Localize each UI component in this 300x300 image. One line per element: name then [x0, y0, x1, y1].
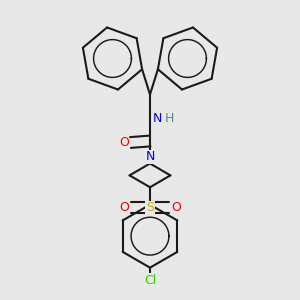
Text: O: O	[119, 201, 129, 214]
Text: H: H	[165, 112, 174, 125]
Text: N: N	[153, 112, 162, 125]
Text: S: S	[146, 201, 154, 214]
Text: N: N	[145, 150, 155, 164]
Text: Cl: Cl	[144, 274, 156, 287]
Text: O: O	[119, 136, 129, 149]
Text: O: O	[171, 201, 181, 214]
